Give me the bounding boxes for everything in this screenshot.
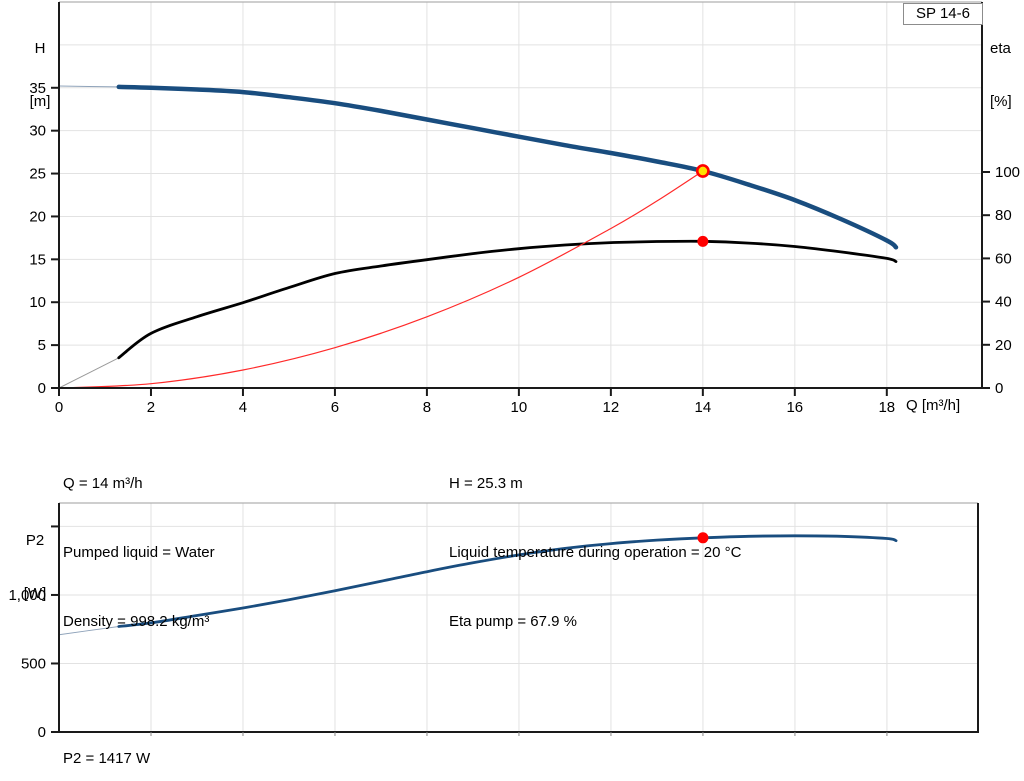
y-tick-label: 10: [29, 294, 46, 311]
eta-axis-title: eta [%]: [990, 5, 1012, 145]
y-tick-label: 1,000: [8, 587, 46, 604]
p2-curve: [117, 534, 898, 628]
x-tick-label: 12: [603, 399, 620, 416]
x-tick-label: 18: [878, 399, 895, 416]
x-tick-label: 14: [695, 399, 712, 416]
y-tick-label: 500: [21, 655, 46, 672]
y-tick-label: 0: [38, 724, 46, 741]
x-tick-label: 4: [239, 399, 247, 416]
x-tick-label: 8: [423, 399, 431, 416]
head-y-axis-title-line2: [m]: [29, 92, 51, 110]
eta-tick-label: 60: [995, 250, 1012, 267]
p2-point: [697, 532, 709, 544]
duty-annotations-right: H = 25.3 m Liquid temperature during ope…: [449, 426, 741, 679]
p2-y-axis-title-line1: P2: [25, 532, 45, 549]
duty-annotations-left: Q = 14 m³/h Pumped liquid = Water Densit…: [63, 426, 215, 679]
x-tick-label: 16: [786, 399, 803, 416]
x-tick-label: 0: [55, 399, 63, 416]
y-tick-label: 30: [29, 123, 46, 140]
x-tick-label: 2: [147, 399, 155, 416]
pump-type-badge: SP 14-6: [903, 3, 983, 25]
eta-curve: [117, 239, 898, 360]
eta-axis-title-line2: [%]: [990, 92, 1012, 110]
y-tick-label: 5: [38, 337, 46, 354]
annotation-density: Density = 998.2 kg/m³: [63, 613, 210, 630]
annotation-liquid-temperature: Liquid temperature during operation = 20…: [449, 544, 742, 561]
y-tick-label: 25: [29, 166, 46, 183]
head-y-axis-title-line1: H: [34, 40, 46, 57]
system-curve: [58, 170, 704, 389]
annotation-eta-pump: Eta pump = 67.9 %: [449, 613, 577, 630]
y-tick-label: 20: [29, 208, 46, 225]
annotation-flow: Q = 14 m³/h: [63, 475, 143, 492]
head-y-axis-title: H [m]: [23, 5, 57, 145]
p2-y-axis-title: P2 [W]: [17, 497, 53, 637]
y-tick-label: 0: [38, 380, 46, 397]
eta-point: [697, 235, 709, 247]
eta-axis-title-line1: eta: [990, 40, 1011, 57]
eta-tick-label: 40: [995, 294, 1012, 311]
p2-result-text: P2 = 1417 W: [63, 750, 151, 767]
y-tick-label: 15: [29, 251, 46, 268]
q-axis-title: Q [m³/h]: [906, 397, 961, 414]
eta-curve-thin: [58, 357, 120, 389]
p2-curve-thin: [58, 626, 119, 636]
head-curve: [116, 84, 899, 250]
x-tick-label: 10: [511, 399, 528, 416]
annotation-pumped-liquid: Pumped liquid = Water: [63, 544, 215, 561]
p2-y-axis-title-line2: [W]: [23, 584, 47, 602]
x-tick-label: 6: [331, 399, 339, 416]
duty-point: [695, 164, 710, 178]
y-tick-label: 35: [29, 80, 46, 97]
eta-tick-label: 100: [995, 164, 1020, 181]
eta-tick-label: 20: [995, 337, 1012, 354]
annotation-head: H = 25.3 m: [449, 475, 523, 492]
eta-tick-label: 80: [995, 207, 1012, 224]
head-curve-thin: [58, 85, 119, 88]
eta-tick-label: 0: [995, 380, 1003, 397]
